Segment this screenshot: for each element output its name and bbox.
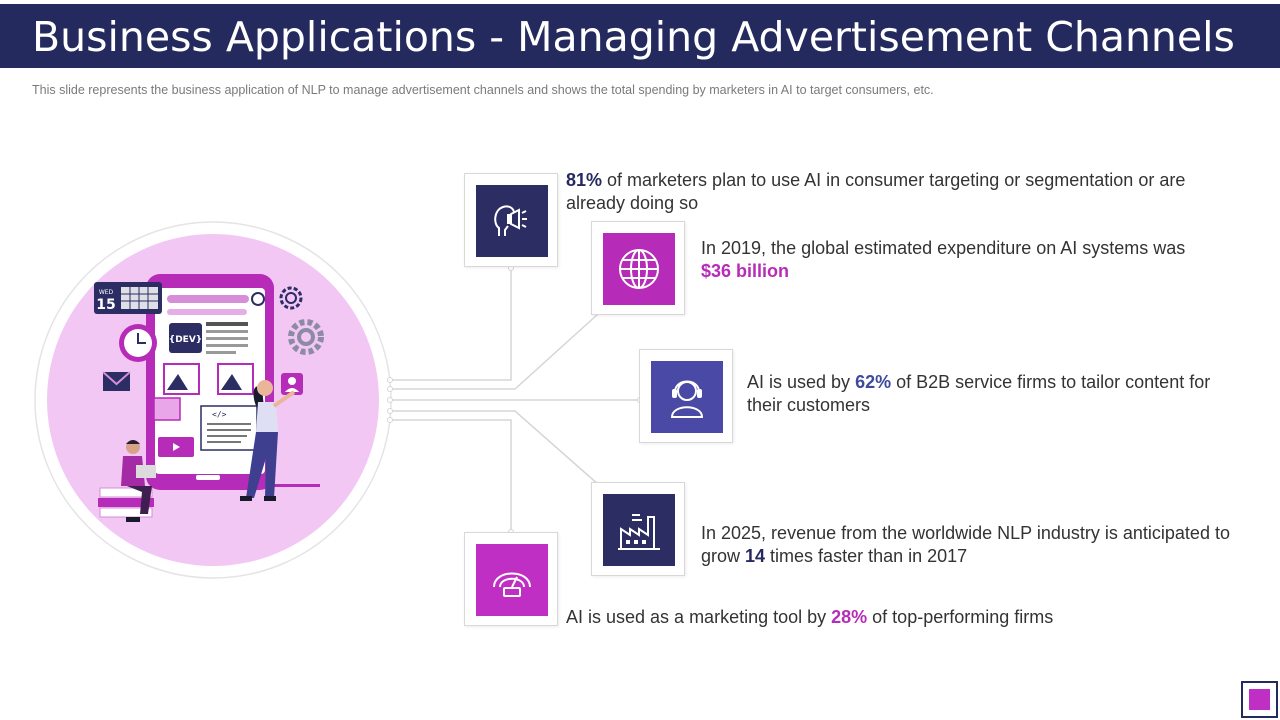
stat-5-prefix: AI is used as a marketing tool by xyxy=(566,607,832,627)
stat-2-prefix: In 2019, the global estimated expenditur… xyxy=(701,238,1186,258)
stat-2-text: In 2019, the global estimated expenditur… xyxy=(701,237,1201,283)
factory-icon xyxy=(618,514,660,550)
clock-icon xyxy=(119,324,157,362)
page-subtitle: This slide represents the business appli… xyxy=(32,83,934,97)
stat-4-highlight: 14 xyxy=(745,546,766,566)
stat-3-icon-frame xyxy=(639,349,733,443)
stat-3-text: AI is used by 62% of B2B service firms t… xyxy=(747,371,1217,417)
calendar-icon: WED 15 xyxy=(94,282,162,314)
stat-4-icon-frame xyxy=(591,482,685,576)
stat-4-text: In 2025, revenue from the worldwide NLP … xyxy=(701,522,1241,568)
page-title: Business Applications - Managing Adverti… xyxy=(32,13,1235,61)
profile-icon xyxy=(281,373,303,395)
phone-illustration: {DEV} </> xyxy=(146,274,320,490)
man-figure xyxy=(98,440,156,522)
stat-5-icon-frame xyxy=(464,532,558,626)
headset-agent-icon xyxy=(670,380,704,418)
gear-icon xyxy=(288,319,324,355)
title-bar: Business Applications - Managing Adverti… xyxy=(0,4,1280,68)
hero-illustration: {DEV} </> WED 15 xyxy=(34,221,392,579)
corner-square xyxy=(1249,689,1270,710)
speedometer-icon xyxy=(493,572,531,597)
corner-decoration xyxy=(1241,681,1278,718)
stat-3-icon-tile xyxy=(651,361,723,433)
stat-2-highlight: $36 billion xyxy=(701,261,790,281)
stat-5-highlight: 28% xyxy=(831,607,868,627)
stat-4-body: times faster than in 2017 xyxy=(765,546,968,566)
stat-5-icon-tile xyxy=(476,544,548,616)
stat-3-highlight: 62% xyxy=(855,372,892,392)
mail-icon xyxy=(102,371,131,391)
stat-1-icon-tile xyxy=(476,185,548,257)
stat-5-body: of top-performing firms xyxy=(867,607,1054,627)
woman-figure xyxy=(240,380,296,501)
stat-1-highlight: 81% xyxy=(566,170,603,190)
stat-1-body: of marketers plan to use AI in consumer … xyxy=(566,170,1186,213)
calendar-day: WED xyxy=(99,289,114,296)
stat-5-text: AI is used as a marketing tool by 28% of… xyxy=(566,606,1126,629)
calendar-date: 15 xyxy=(96,297,115,313)
dev-label: {DEV} xyxy=(169,335,202,345)
globe-icon xyxy=(619,249,659,289)
stat-1-icon-frame xyxy=(464,173,558,267)
stat-4-icon-tile xyxy=(603,494,675,566)
stat-2-icon-tile xyxy=(603,233,675,305)
stat-1-text: 81% of marketers plan to use AI in consu… xyxy=(566,169,1186,215)
code-label: </> xyxy=(212,410,227,419)
gear-icon xyxy=(279,286,303,310)
stat-3-prefix: AI is used by xyxy=(747,372,856,392)
stat-4-prefix: In 2025, revenue from the worldwide NLP … xyxy=(701,523,1230,566)
stat-3-body: of B2B service firms to tailor content f… xyxy=(747,372,1211,415)
megaphone-head-icon xyxy=(494,205,527,236)
stat-2-icon-frame xyxy=(591,221,685,315)
